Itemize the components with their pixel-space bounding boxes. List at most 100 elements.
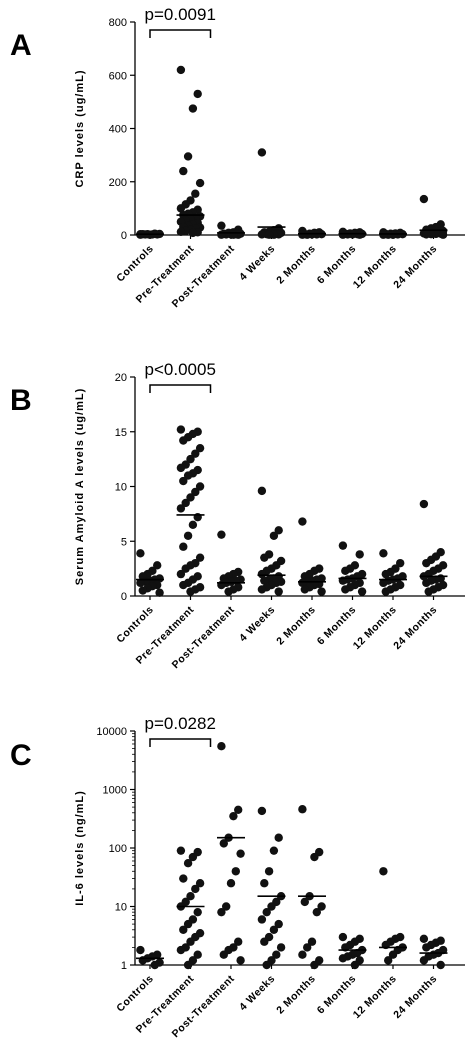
data-point <box>384 956 393 965</box>
data-point <box>186 587 195 596</box>
data-point <box>379 549 388 558</box>
significance-bracket <box>149 29 212 38</box>
data-point <box>419 194 429 204</box>
data-point <box>186 937 195 946</box>
data-point <box>136 945 145 955</box>
data-point <box>355 550 364 559</box>
data-point <box>183 471 193 480</box>
data-point <box>274 919 283 929</box>
data-point <box>183 152 193 161</box>
y-tick-label: 0 <box>121 591 127 603</box>
data-point <box>176 65 186 75</box>
data-point <box>193 950 202 959</box>
data-point <box>179 476 188 486</box>
data-point <box>300 897 309 907</box>
data-point <box>257 230 267 239</box>
data-point <box>193 89 202 99</box>
data-point <box>176 846 186 855</box>
x-tick-label: 2 Months <box>274 243 318 287</box>
data-point <box>179 874 188 883</box>
significance-bracket <box>149 738 212 747</box>
data-point <box>183 858 193 868</box>
data-point <box>181 498 190 508</box>
y-tick-label: 0 <box>121 230 127 242</box>
data-point <box>229 230 238 239</box>
x-tick-label: Controls <box>114 973 156 1015</box>
data-point <box>317 587 326 596</box>
data-point <box>191 449 200 458</box>
data-point <box>257 569 267 579</box>
x-tick-label: 24 Months <box>391 973 439 1021</box>
y-tick-label: 1 <box>121 960 127 972</box>
data-point <box>264 867 274 876</box>
data-point <box>195 178 205 188</box>
data-point <box>186 454 195 464</box>
data-point <box>188 520 198 530</box>
data-point <box>191 487 200 497</box>
data-point <box>310 852 319 862</box>
data-point <box>183 960 193 970</box>
data-point <box>183 919 193 929</box>
data-point <box>195 553 205 562</box>
data-point <box>229 811 238 821</box>
data-point <box>219 950 228 959</box>
data-point <box>217 530 226 539</box>
data-point <box>381 587 390 596</box>
data-point <box>138 956 147 965</box>
data-point <box>298 230 307 239</box>
data-point <box>262 907 271 917</box>
x-tick-label: Controls <box>114 604 156 646</box>
data-point <box>307 937 317 946</box>
data-point <box>176 504 186 513</box>
data-point <box>276 943 286 952</box>
data-point <box>422 578 431 588</box>
data-point <box>231 867 240 876</box>
y-axis-label: IL-6 levels (ng/mL) <box>74 790 86 906</box>
data-point <box>179 436 188 445</box>
data-point <box>419 934 429 944</box>
data-point <box>188 852 198 862</box>
data-point <box>179 542 188 551</box>
data-point <box>176 463 186 473</box>
data-point <box>257 585 267 594</box>
data-point <box>298 517 307 526</box>
data-point <box>257 148 267 157</box>
data-point <box>257 806 267 816</box>
data-point <box>338 954 348 963</box>
data-point <box>188 228 198 238</box>
panel-letter: A <box>10 29 32 62</box>
data-point <box>424 587 433 596</box>
data-point <box>217 907 226 917</box>
panel-b: B 0 5 10 15 20 Serum Amyloid A levels (ug/mL) C… <box>10 360 465 671</box>
data-point <box>260 879 269 888</box>
x-tick-label: 4 Weeks <box>237 243 278 284</box>
data-point <box>338 541 348 550</box>
data-point <box>257 486 267 496</box>
data-point <box>338 932 348 942</box>
y-tick-label: 1000 <box>103 785 127 797</box>
data-point <box>422 558 431 568</box>
data-point <box>341 566 350 576</box>
x-tick-label: 2 Months <box>274 604 318 648</box>
data-point <box>226 879 236 888</box>
p-value-annotation: p=0.0091 <box>145 5 216 24</box>
data-point <box>183 531 193 540</box>
data-point <box>136 578 145 588</box>
data-point <box>262 960 271 970</box>
significance-bracket <box>149 384 212 393</box>
data-point <box>298 578 307 588</box>
data-point <box>274 587 283 596</box>
y-tick-label: 600 <box>109 70 127 82</box>
y-axis-label: Serum Amyloid A levels (ug/mL) <box>74 388 86 585</box>
data-point <box>260 937 269 946</box>
data-point <box>234 937 243 946</box>
data-point <box>191 884 200 894</box>
data-point <box>236 849 245 858</box>
y-tick-label: 15 <box>115 427 127 439</box>
data-point <box>176 227 186 237</box>
data-point <box>269 846 279 855</box>
data-point <box>195 443 205 453</box>
x-tick-label: 2 Months <box>274 973 318 1017</box>
data-point <box>217 741 226 751</box>
data-point <box>217 221 226 230</box>
